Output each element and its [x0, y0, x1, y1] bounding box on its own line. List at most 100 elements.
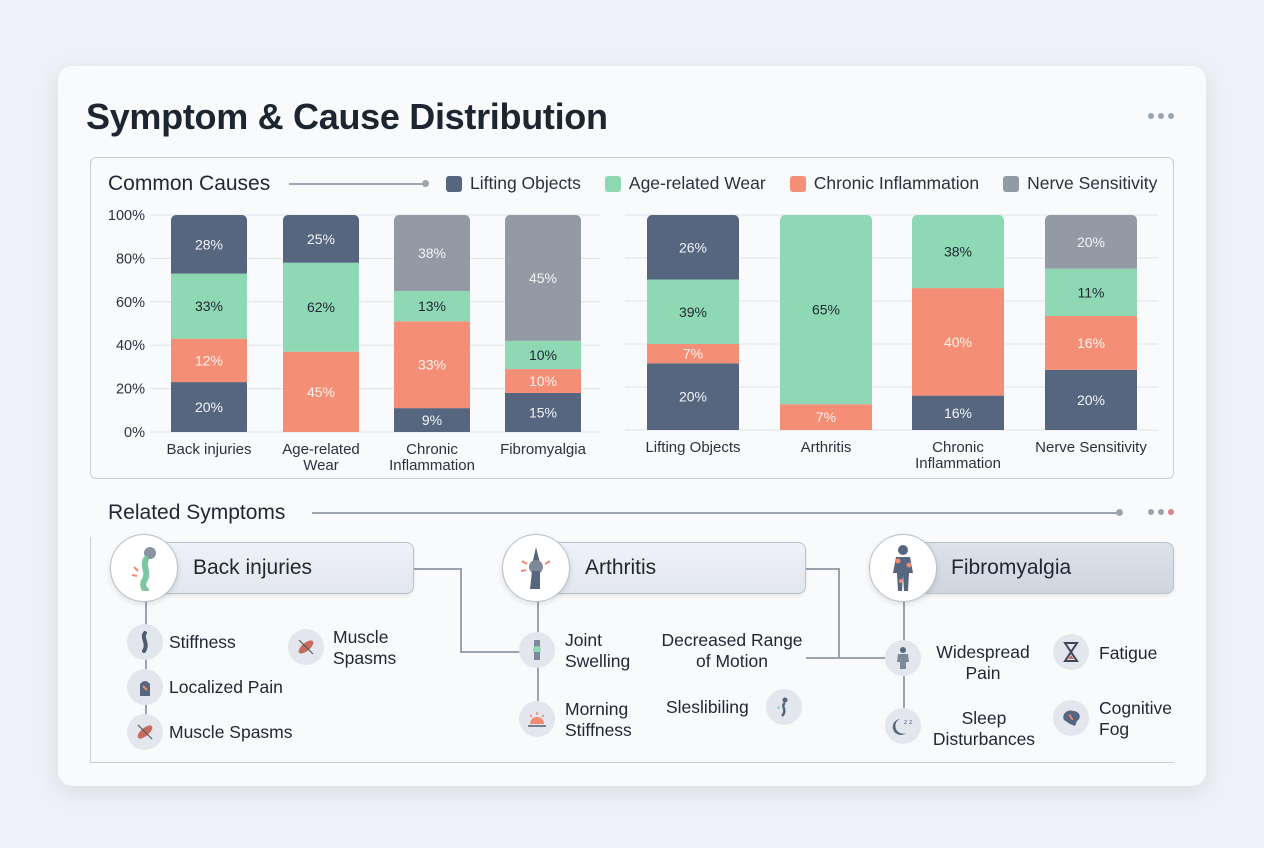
bar-value-label: 10% — [529, 373, 557, 389]
x-category-label: Age-related — [282, 441, 360, 458]
spine-icon — [127, 624, 163, 660]
symptom-muscle-spasms-2: Muscle Spasms — [333, 627, 397, 668]
connector-line — [806, 568, 840, 570]
category-label: Back injuries — [193, 556, 313, 579]
bar-value-label: 20% — [195, 399, 223, 415]
bar-segment — [171, 273, 247, 339]
bar-segment — [283, 215, 359, 263]
joint-icon — [519, 632, 555, 668]
symptoms-more-icon[interactable] — [1148, 509, 1174, 515]
legend-label: Nerve Sensitivity — [1027, 173, 1158, 193]
bar-value-label: 62% — [307, 299, 335, 315]
symptoms-title-line — [312, 512, 1118, 514]
symptom-joint-swelling: Joint Swelling — [565, 630, 631, 671]
bar-segment — [283, 262, 359, 352]
bar-segment — [394, 321, 470, 409]
connector-line — [414, 568, 460, 570]
symptom-fatigue: Fatigue — [1099, 643, 1158, 663]
bar-segment — [912, 395, 1004, 430]
legend-item-nerve-sensitivity: Nerve Sensitivity — [1003, 173, 1157, 194]
bar-value-label: 16% — [944, 405, 972, 421]
bar-value-label: 13% — [418, 298, 446, 314]
legend-swatch — [446, 175, 462, 192]
sunrise-icon — [519, 701, 555, 737]
brain-icon — [1053, 700, 1089, 736]
bar-segment — [912, 288, 1004, 396]
symptom-widespread-pain: Widespread Pain — [936, 642, 1030, 683]
x-category-label: Lifting Objects — [645, 439, 740, 456]
bar-segment — [647, 344, 739, 364]
more-options-icon[interactable] — [1148, 113, 1174, 119]
bar-segment — [780, 215, 872, 405]
muscle-icon — [127, 714, 163, 750]
symptoms-title: Related Symptoms — [108, 501, 286, 524]
bar-value-label: 11% — [1078, 284, 1105, 300]
x-category-label: Back injuries — [166, 441, 251, 458]
bar-segment — [394, 215, 470, 291]
legend-swatch — [789, 175, 806, 192]
svg-text:z z: z z — [904, 719, 912, 726]
category-arthritis[interactable]: Arthritis — [532, 542, 806, 594]
bar-segment — [505, 215, 581, 341]
bar-value-label: 45% — [529, 270, 557, 286]
symptom-morning-stiffness: Morning Stiffness — [565, 699, 632, 740]
y-tick-label: 40% — [116, 338, 145, 354]
bar-value-label: 7% — [816, 409, 836, 425]
bar-segment — [171, 215, 247, 274]
category-label: Arthritis — [585, 556, 657, 579]
legend-label: Chronic Inflammation — [813, 173, 980, 193]
legend-label: Lifting Objects — [470, 173, 581, 193]
bar-value-label: 33% — [195, 298, 223, 314]
muscle-icon — [288, 629, 324, 665]
x-category-label: Wear — [303, 457, 339, 474]
bar-segment — [1045, 369, 1137, 430]
bar-segment — [283, 351, 359, 432]
symptom-muscle-spasms: Muscle Spasms — [169, 722, 293, 742]
x-category-label: Nerve Sensitivity — [1035, 439, 1147, 456]
causes-title: Common Causes — [108, 172, 271, 195]
x-category-label: Chronic — [406, 441, 458, 458]
y-tick-label: 60% — [116, 295, 145, 311]
bar-value-label: 15% — [529, 404, 557, 420]
x-category-label: Chronic — [932, 439, 984, 456]
x-category-label: Arthritis — [801, 439, 852, 456]
symptoms-frame — [90, 537, 1174, 763]
symptom-cognitive-fog: Cognitive Fog — [1099, 698, 1172, 739]
connector-line — [460, 568, 462, 652]
page-title: Symptom & Cause Distribution — [86, 96, 608, 137]
bar-value-label: 45% — [307, 384, 335, 400]
symptom-decreased-range-of-motion: Decreased Range of Motion — [661, 630, 803, 671]
category-back-injuries[interactable]: Back injuries — [140, 542, 414, 594]
bar-value-label: 26% — [679, 239, 707, 255]
bar-value-label: 16% — [1077, 335, 1105, 351]
connector-line — [806, 657, 886, 659]
category-label: Fibromyalgia — [951, 556, 1072, 579]
bar-value-label: 10% — [529, 347, 557, 363]
knee-joint-icon — [502, 534, 570, 602]
bar-segment — [505, 392, 581, 432]
symptom-stiffness: Stiffness — [169, 632, 236, 652]
bar-segment — [647, 363, 739, 430]
hourglass-icon — [1053, 634, 1089, 670]
y-tick-label: 100% — [108, 208, 145, 224]
symptom-localized-pain: Localized Pain — [169, 677, 283, 697]
connector-line — [460, 651, 520, 653]
body-icon — [885, 640, 921, 676]
bar-value-label: 9% — [422, 412, 442, 428]
bar-value-label: 65% — [812, 302, 840, 318]
bar-segment — [505, 340, 581, 370]
bar-segment — [780, 404, 872, 430]
causes-title-line-dot — [422, 180, 429, 187]
bar-value-label: 7% — [683, 346, 703, 362]
bar-value-label: 38% — [418, 245, 446, 261]
bar-segment — [1045, 316, 1137, 370]
back-icon — [127, 669, 163, 705]
flexibility-icon — [766, 689, 802, 725]
y-tick-label: 80% — [116, 251, 145, 267]
symptoms-title-line-dot — [1116, 509, 1123, 516]
connector-line — [838, 568, 840, 658]
bar-value-label: 38% — [944, 244, 972, 260]
category-fibromyalgia[interactable]: Fibromyalgia — [900, 542, 1174, 594]
bar-value-label: 12% — [195, 352, 223, 368]
